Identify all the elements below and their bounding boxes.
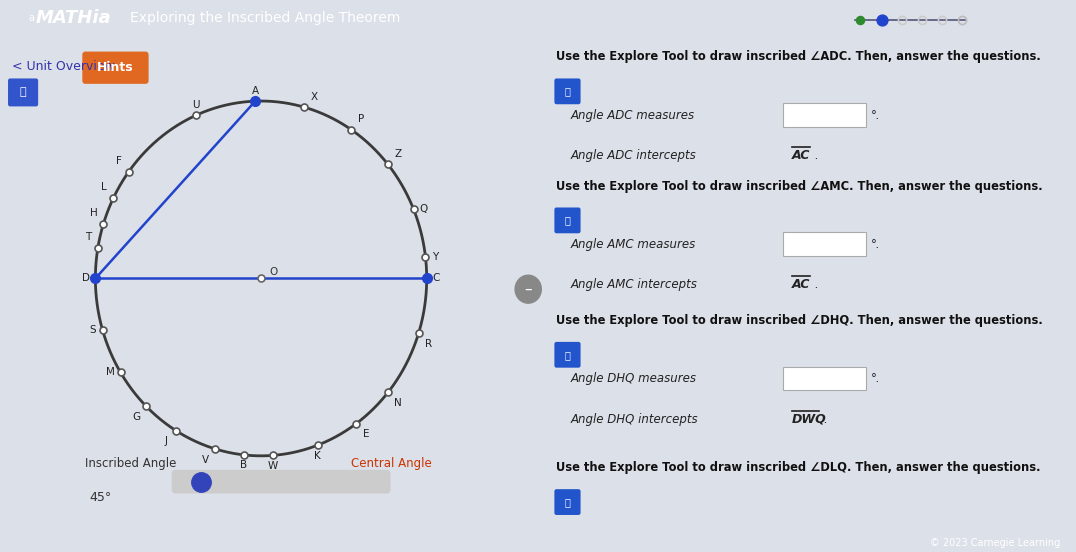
Text: C: C: [433, 273, 440, 283]
Text: M: M: [107, 368, 115, 378]
Text: ⛹: ⛹: [565, 497, 570, 507]
FancyBboxPatch shape: [554, 208, 581, 233]
FancyBboxPatch shape: [172, 470, 391, 493]
Text: Use the Explore Tool to draw inscribed ∠DHQ. Then, answer the questions.: Use the Explore Tool to draw inscribed ∠…: [556, 314, 1043, 327]
Text: Use the Explore Tool to draw inscribed ∠AMC. Then, answer the questions.: Use the Explore Tool to draw inscribed ∠…: [556, 179, 1043, 193]
Text: < Unit Overview: < Unit Overview: [12, 60, 115, 73]
Text: Angle DHQ measures: Angle DHQ measures: [570, 372, 696, 385]
FancyBboxPatch shape: [783, 367, 865, 390]
Text: MATHia: MATHia: [36, 9, 112, 27]
Text: °.: °.: [870, 109, 880, 121]
FancyBboxPatch shape: [83, 51, 148, 84]
Text: P: P: [358, 114, 365, 124]
Text: S: S: [89, 325, 96, 335]
Text: O: O: [269, 267, 278, 277]
Text: .: .: [815, 150, 818, 162]
Text: G: G: [132, 412, 140, 422]
FancyBboxPatch shape: [554, 78, 581, 104]
Text: Angle AMC measures: Angle AMC measures: [570, 237, 696, 251]
Text: –: –: [524, 282, 532, 296]
Text: L: L: [101, 182, 107, 192]
Text: ⛹: ⛹: [565, 350, 570, 360]
Text: F: F: [116, 156, 122, 166]
Text: A: A: [252, 86, 259, 95]
Text: ⛹: ⛹: [19, 87, 27, 98]
Text: AC: AC: [792, 278, 810, 291]
FancyBboxPatch shape: [783, 232, 865, 256]
Text: a: a: [28, 13, 34, 23]
Text: © 2023 Carnegie Learning: © 2023 Carnegie Learning: [930, 538, 1060, 548]
Text: °.: °.: [870, 372, 880, 385]
Text: W: W: [268, 461, 278, 471]
Text: Angle AMC intercepts: Angle AMC intercepts: [570, 278, 697, 291]
FancyBboxPatch shape: [554, 342, 581, 368]
Text: Central Angle: Central Angle: [351, 457, 431, 470]
Text: Use the Explore Tool to draw inscribed ∠DLQ. Then, answer the questions.: Use the Explore Tool to draw inscribed ∠…: [556, 461, 1040, 474]
Text: U: U: [193, 99, 200, 110]
Text: .: .: [823, 413, 827, 426]
Text: T: T: [85, 232, 91, 242]
Text: Angle ADC intercepts: Angle ADC intercepts: [570, 150, 696, 162]
Text: Inscribed Angle: Inscribed Angle: [85, 457, 176, 470]
Text: Hints: Hints: [97, 61, 133, 74]
Text: Use the Explore Tool to draw inscribed ∠ADC. Then, answer the questions.: Use the Explore Tool to draw inscribed ∠…: [556, 50, 1042, 63]
Text: DWQ: DWQ: [792, 413, 826, 426]
Text: Exploring the Inscribed Angle Theorem: Exploring the Inscribed Angle Theorem: [130, 11, 400, 25]
Text: Z: Z: [394, 149, 401, 159]
Text: E: E: [363, 429, 369, 439]
Text: 45°: 45°: [89, 491, 112, 505]
Text: N: N: [394, 398, 401, 408]
Text: AC: AC: [792, 150, 810, 162]
Text: X: X: [310, 92, 317, 102]
Text: .: .: [815, 278, 818, 291]
Text: V: V: [202, 454, 209, 465]
FancyBboxPatch shape: [783, 103, 865, 127]
Text: °.: °.: [870, 237, 880, 251]
Text: H: H: [89, 208, 98, 218]
Text: D: D: [82, 273, 89, 283]
Text: Q: Q: [420, 204, 427, 214]
Text: Y: Y: [433, 252, 438, 262]
FancyBboxPatch shape: [8, 78, 38, 107]
Text: K: K: [314, 450, 321, 461]
Circle shape: [515, 275, 541, 303]
Text: ⛹: ⛹: [565, 86, 570, 97]
Text: B: B: [240, 460, 247, 470]
Text: R: R: [425, 339, 431, 349]
Text: Angle ADC measures: Angle ADC measures: [570, 109, 695, 121]
Text: Angle DHQ intercepts: Angle DHQ intercepts: [570, 413, 698, 426]
FancyBboxPatch shape: [554, 489, 581, 515]
Text: J: J: [165, 436, 168, 446]
Text: ⛹: ⛹: [565, 215, 570, 225]
